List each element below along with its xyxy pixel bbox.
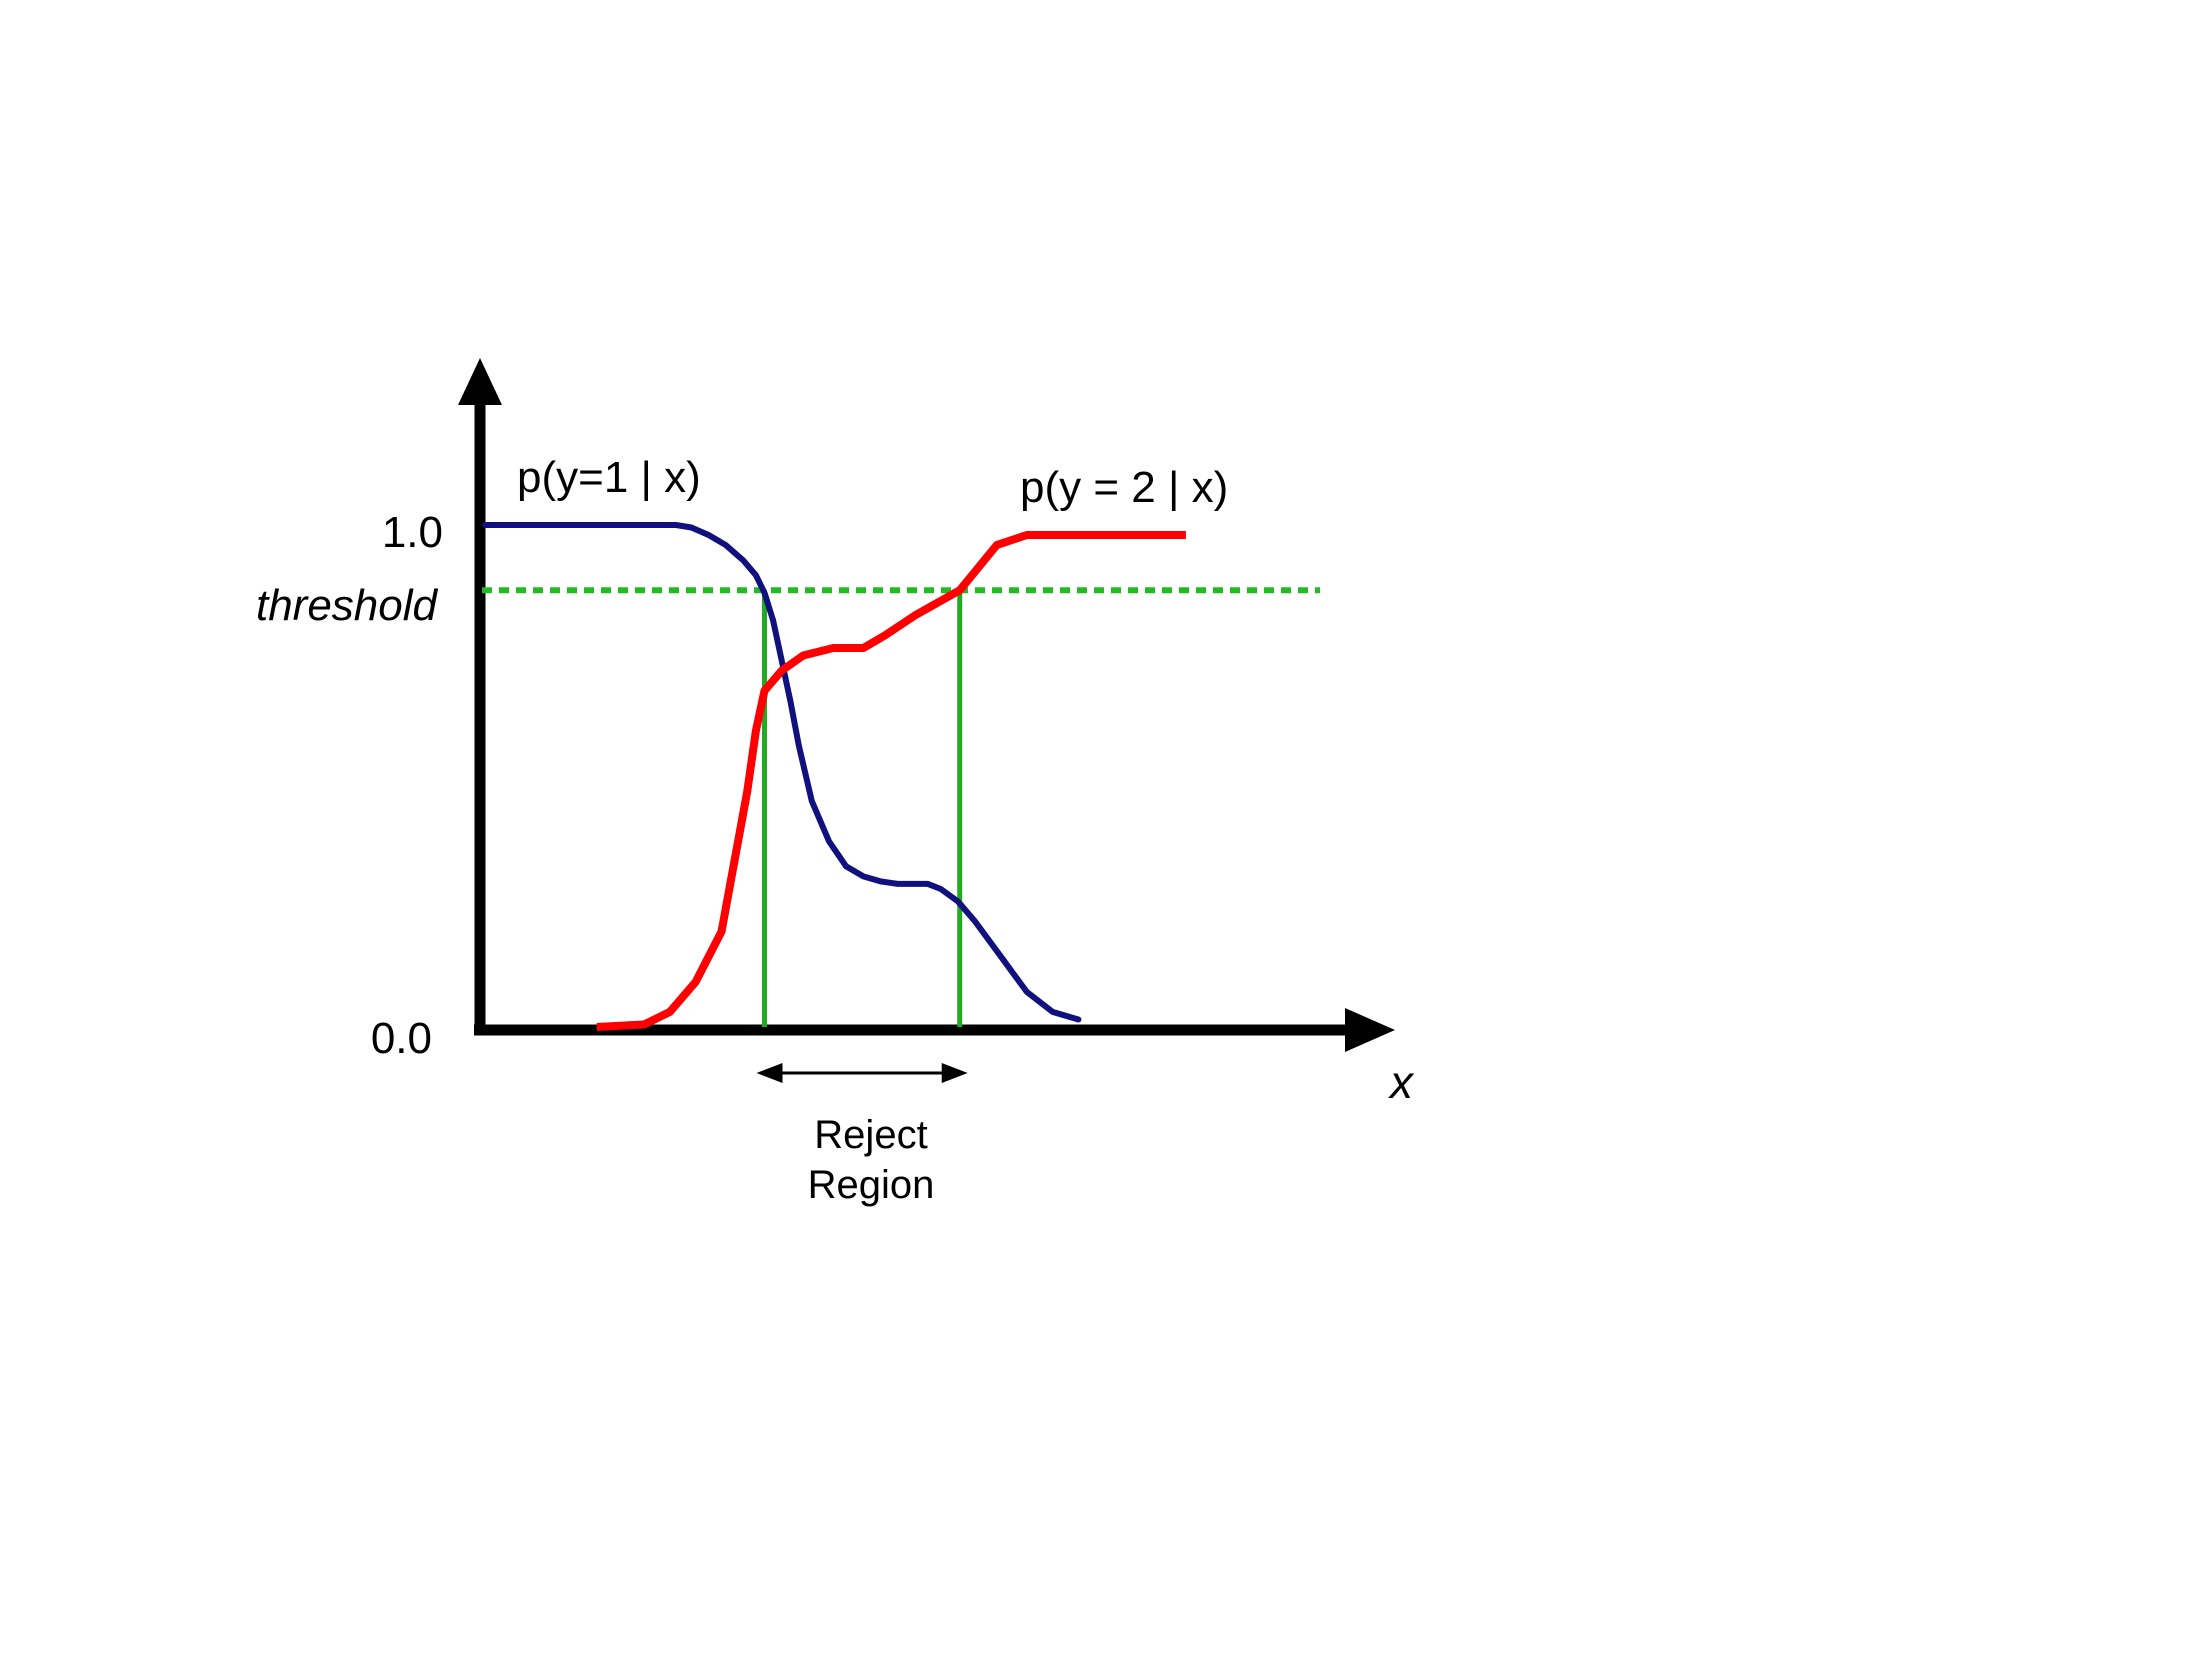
series-line-p-y1: [482, 522, 1082, 1023]
x-axis-arrowhead: [1345, 1008, 1395, 1052]
reject-arrow-left-head: [756, 1063, 783, 1083]
x-axis-label: x: [1388, 1056, 1415, 1108]
reject-arrow-right-head: [941, 1063, 968, 1083]
ytick-label-0: 0.0: [371, 1014, 432, 1063]
series-line-p-y2: [596, 531, 1186, 1031]
series-label-p-y2: p(y = 2 | x): [1020, 463, 1228, 512]
axes: [458, 358, 1395, 1052]
y-axis-arrowhead: [458, 358, 502, 405]
reject-region-label-line2: Region: [808, 1163, 935, 1207]
reject-region-label-line1: Reject: [814, 1113, 927, 1157]
series-label-p-y1: p(y=1 | x): [517, 453, 701, 502]
threshold-label: threshold: [256, 581, 439, 630]
ytick-label-1: 1.0: [382, 508, 443, 557]
